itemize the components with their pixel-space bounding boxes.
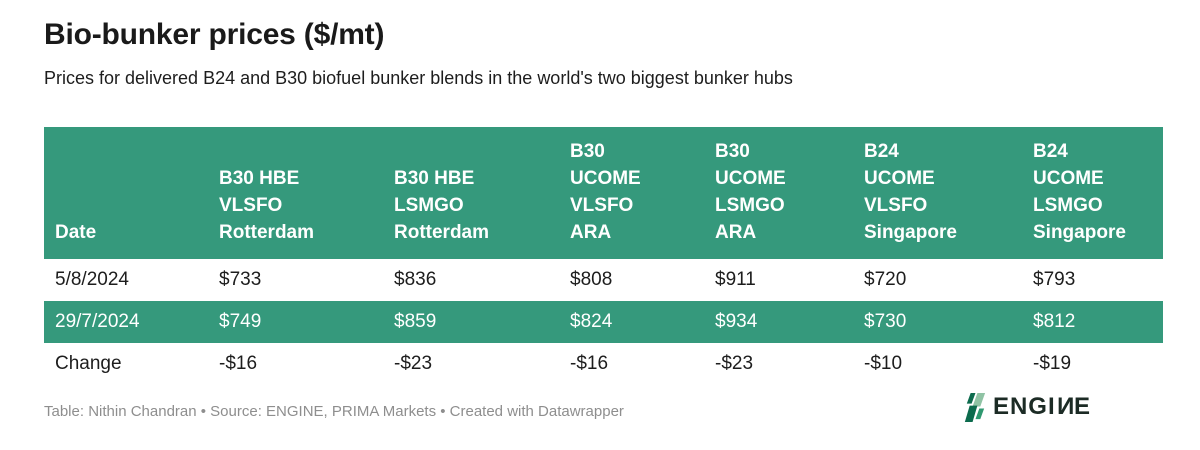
page-subtitle: Prices for delivered B24 and B30 biofuel… [44,67,793,88]
price-cell: $808 [559,258,704,301]
change-cell: -$10 [853,342,1022,385]
change-cell: -$16 [559,342,704,385]
footer: Table: Nithin Chandran • Source: ENGINE,… [44,391,1163,424]
price-cell: $911 [704,258,853,301]
date-cell: 29/7/2024 [44,300,208,343]
change-cell: -$23 [704,342,853,385]
price-cell: $749 [208,300,383,343]
engine-wordmark: ENGINE [992,393,1091,421]
price-cell: $720 [853,258,1022,301]
change-cell: -$16 [208,342,383,385]
attribution-text: Table: Nithin Chandran • Source: ENGINE,… [44,402,624,420]
engine-logo: ENGINE [961,391,1091,424]
price-cell: $836 [383,258,559,301]
column-header-date: Date [44,127,208,259]
price-cell: $733 [208,258,383,301]
table-row-change: Change -$16 -$23 -$16 -$23 -$10 -$19 [44,342,1163,385]
column-header-b30-hbe-vlsfo-rotterdam: B30 HBE VLSFO Rotterdam [208,127,383,259]
change-cell: -$19 [1022,342,1163,385]
column-header-b30-ucome-vlsfo-ara: B30 UCOME VLSFO ARA [559,127,704,259]
column-header-b30-hbe-lsmgo-rotterdam: B30 HBE LSMGO Rotterdam [383,127,559,259]
price-cell: $934 [704,300,853,343]
change-cell: -$23 [383,342,559,385]
table-header-row: Date B30 HBE VLSFO Rotterdam B30 HBE LSM… [44,127,1163,259]
price-cell: $824 [559,300,704,343]
page-title: Bio-bunker prices ($/mt) [44,18,385,51]
change-label-cell: Change [44,342,208,385]
table-row-current-week: 5/8/2024 $733 $836 $808 $911 $720 $793 [44,258,1163,301]
price-cell: $812 [1022,300,1163,343]
date-cell: 5/8/2024 [44,258,208,301]
bio-bunker-prices-table: Date B30 HBE VLSFO Rotterdam B30 HBE LSM… [44,127,1163,385]
price-cell: $793 [1022,258,1163,301]
engine-leaf-icon [961,391,988,424]
price-cell: $730 [853,300,1022,343]
table-row-previous-week-highlighted: 29/7/2024 $749 $859 $824 $934 $730 $812 [44,300,1163,343]
column-header-b30-ucome-lsmgo-ara: B30 UCOME LSMGO ARA [704,127,853,259]
column-header-b24-ucome-lsmgo-singapore: B24 UCOME LSMGO Singapore [1022,127,1163,259]
price-cell: $859 [383,300,559,343]
column-header-b24-ucome-vlsfo-singapore: B24 UCOME VLSFO Singapore [853,127,1022,259]
